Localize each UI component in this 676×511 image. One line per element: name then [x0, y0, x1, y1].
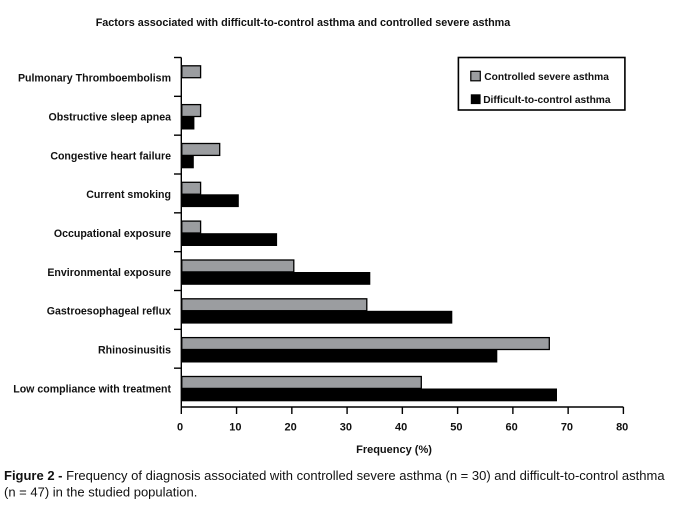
- svg-text:Occupational exposure: Occupational exposure: [54, 228, 171, 240]
- svg-text:(n = 47) in the studied popula: (n = 47) in the studied population.: [4, 485, 197, 500]
- svg-text:Frequency (%): Frequency (%): [356, 444, 432, 456]
- svg-text:Current smoking: Current smoking: [86, 189, 171, 201]
- svg-text:40: 40: [395, 422, 407, 434]
- svg-text:30: 30: [340, 422, 352, 434]
- svg-text:Difficult-to-control asthma: Difficult-to-control asthma: [483, 95, 611, 106]
- svg-text:Pulmonary Thromboembolism: Pulmonary Thromboembolism: [18, 73, 171, 85]
- svg-text:Low compliance with treatment: Low compliance with treatment: [13, 383, 171, 395]
- svg-text:Gastroesophageal reflux: Gastroesophageal reflux: [47, 306, 171, 318]
- svg-text:70: 70: [561, 422, 573, 434]
- svg-text:80: 80: [616, 422, 628, 434]
- svg-text:Environmental exposure: Environmental exposure: [47, 267, 171, 279]
- svg-text:50: 50: [450, 422, 462, 434]
- svg-text:Congestive heart failure: Congestive heart failure: [50, 150, 171, 162]
- svg-text:Figure 2 - Frequency of diagno: Figure 2 - Frequency of diagnosis associ…: [4, 468, 665, 483]
- svg-text:Rhinosinusitis: Rhinosinusitis: [98, 345, 171, 357]
- svg-text:0: 0: [177, 422, 183, 434]
- svg-text:10: 10: [229, 422, 241, 434]
- svg-text:Obstructive sleep apnea: Obstructive sleep apnea: [49, 112, 172, 124]
- svg-text:Factors associated with diffic: Factors associated with difficult-to-con…: [96, 17, 512, 29]
- svg-text:Controlled severe asthma: Controlled severe asthma: [484, 72, 609, 83]
- svg-text:20: 20: [285, 422, 297, 434]
- svg-text:60: 60: [506, 422, 518, 434]
